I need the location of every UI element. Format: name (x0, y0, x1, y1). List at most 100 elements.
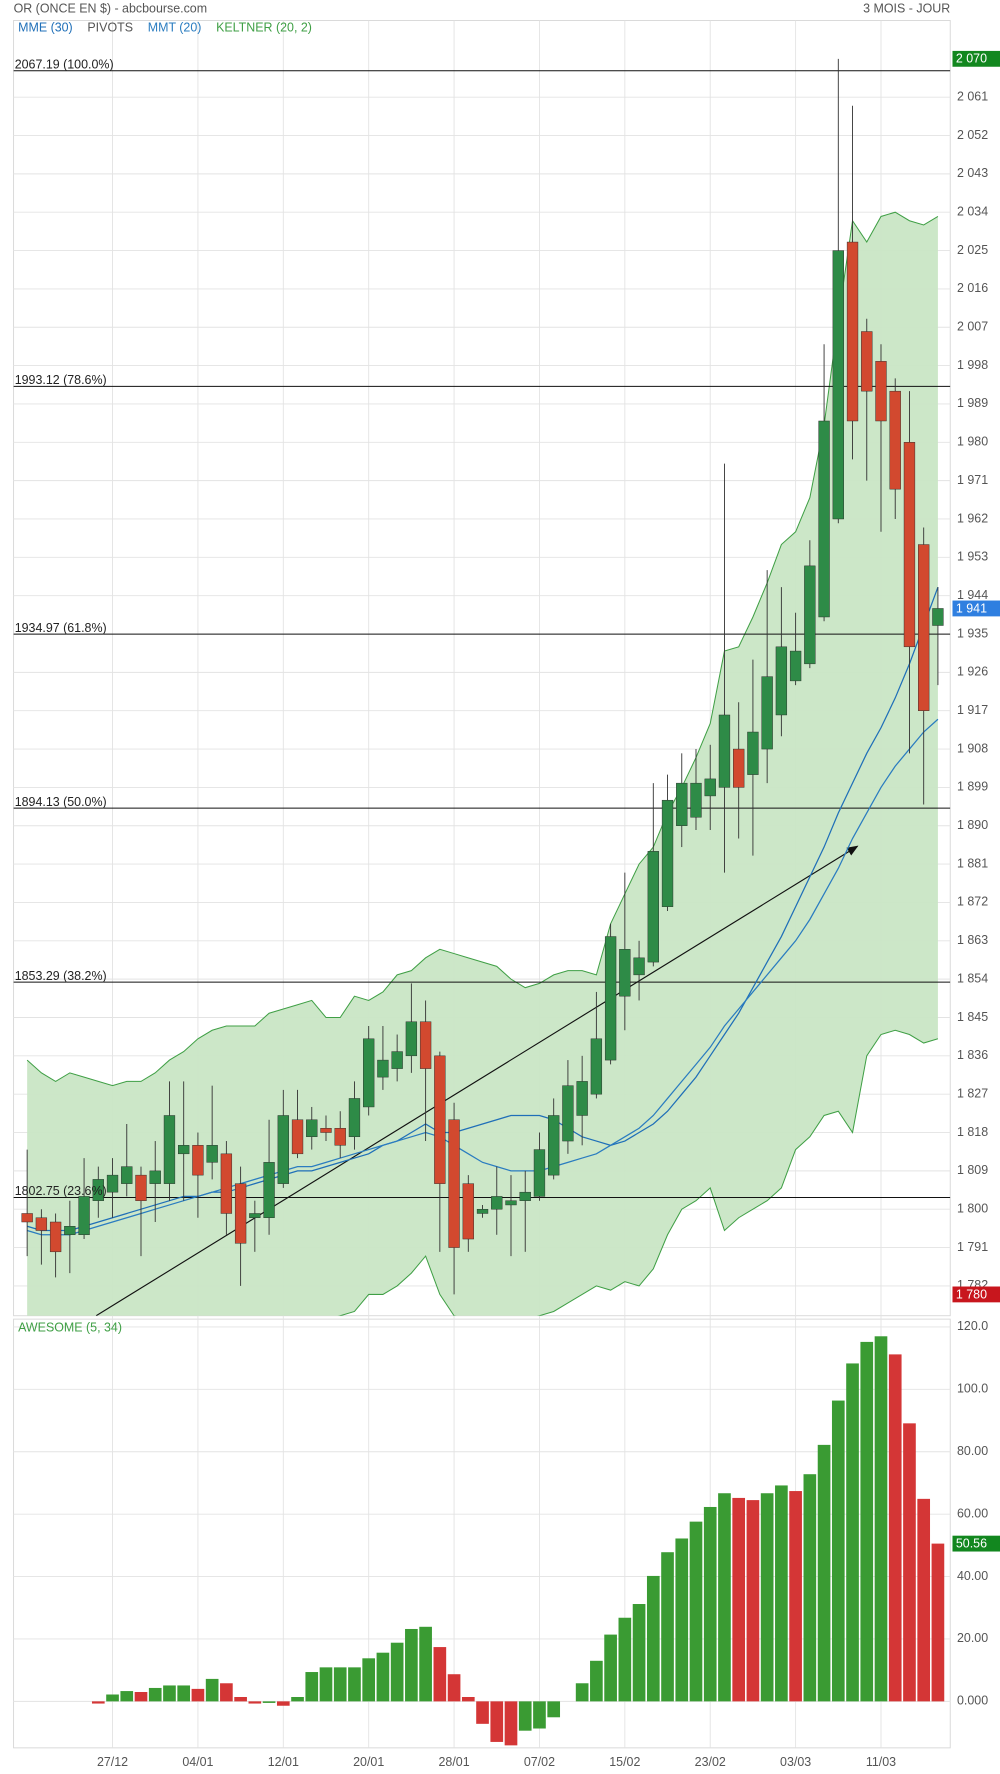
awesome-bar (390, 1642, 404, 1702)
y-tick-label: 1 962 (957, 511, 988, 525)
candle-body (192, 1145, 204, 1176)
y-tick-label: 1 908 (957, 741, 988, 755)
y-tick-label: 1 827 (957, 1086, 988, 1100)
candle-body (633, 957, 645, 976)
candle-body (64, 1226, 76, 1236)
awesome-bar (177, 1685, 191, 1702)
price-tag (952, 600, 1000, 617)
y-tick-label: 1 845 (957, 1010, 988, 1024)
awesome-bar (874, 1336, 888, 1702)
candle-body (249, 1213, 261, 1218)
candle-body (348, 1098, 361, 1138)
candle-body (320, 1128, 332, 1133)
x-tick-label: 28/01 (439, 1755, 470, 1769)
candle-body (220, 1153, 233, 1214)
y-tick-label: 1 944 (957, 588, 988, 602)
candle-body (491, 1196, 503, 1210)
awesome-bar (732, 1497, 746, 1702)
main-plot (13, 58, 951, 1316)
candle-body (405, 1021, 418, 1057)
candle-body (21, 1213, 33, 1223)
awesome-bar (718, 1493, 731, 1702)
awesome-bar (547, 1701, 561, 1718)
y-tick-label: 1 872 (957, 895, 988, 909)
candle-body (334, 1128, 346, 1146)
awesome-bar (433, 1647, 447, 1702)
candle-body (419, 1021, 432, 1069)
awesome-bar (333, 1667, 347, 1702)
y-tick-label: 1 863 (957, 933, 988, 947)
candle-body (92, 1179, 104, 1201)
candle-body (377, 1059, 389, 1078)
awesome-bar (262, 1701, 276, 1703)
candle-body (505, 1200, 517, 1206)
awesome-bar (518, 1701, 532, 1731)
awesome-bar (490, 1701, 504, 1742)
awesome-bar (205, 1678, 219, 1702)
awesome-bar (775, 1485, 788, 1702)
candle-body (35, 1217, 48, 1231)
candle-body (434, 1055, 446, 1184)
awesome-bar (590, 1660, 603, 1702)
price-tag-label: 2 070 (956, 52, 987, 66)
indicator-title: AWESOME (5, 34) (18, 1320, 122, 1334)
awesome-bar (903, 1423, 916, 1702)
x-tick-label: 07/02 (524, 1755, 555, 1769)
awesome-bar (504, 1701, 518, 1746)
candle-body (135, 1174, 147, 1201)
awesome-bar (348, 1667, 361, 1702)
awesome-bar (604, 1634, 617, 1702)
candle-body (747, 731, 759, 775)
candle-body (121, 1166, 133, 1184)
candle-body (647, 851, 659, 963)
trend-arrow (95, 845, 859, 1316)
x-tick-label: 20/01 (353, 1755, 384, 1769)
candle-body (234, 1183, 247, 1244)
y-tick-label: 1 836 (957, 1048, 988, 1062)
candle-body (818, 420, 830, 618)
y-tick-label: 0.000 (957, 1694, 988, 1708)
awesome-bar (533, 1701, 546, 1729)
level-label: 1802.75 (23.6%) (15, 1184, 107, 1198)
y-tick-label: 2 043 (957, 166, 988, 180)
legend-entry: PIVOTS (87, 21, 133, 35)
awesome-bar (931, 1543, 945, 1702)
awesome-bar (618, 1617, 632, 1702)
y-tick-label: 1 809 (957, 1163, 988, 1177)
x-tick-label: 03/03 (780, 1755, 811, 1769)
awesome-bar (789, 1491, 802, 1702)
candle-body (178, 1145, 190, 1155)
y-tick-label: 1 917 (957, 703, 988, 717)
price-tag (952, 1535, 1000, 1552)
awesome-plot (91, 1336, 945, 1746)
awesome-bar (888, 1354, 902, 1702)
awesome-bar (362, 1658, 376, 1702)
awesome-bar (447, 1674, 461, 1702)
awesome-bar (405, 1628, 418, 1702)
awesome-bar (234, 1696, 247, 1702)
level-label: 1934.97 (61.8%) (15, 621, 107, 635)
candle-body (604, 936, 617, 1061)
awesome-bar (860, 1341, 874, 1702)
y-tick-label: 2 034 (957, 204, 988, 218)
candle-body (78, 1196, 90, 1236)
awesome-bar (276, 1701, 290, 1706)
awesome-bar (191, 1688, 205, 1702)
awesome-bar (148, 1687, 162, 1702)
candle-body (804, 565, 816, 665)
awesome-bar (846, 1363, 859, 1702)
y-tick-label: 1 926 (957, 665, 988, 679)
candle-body (291, 1119, 304, 1155)
y-tick-label: 1 935 (957, 626, 988, 640)
x-tick-label: 04/01 (182, 1755, 213, 1769)
candle-body (519, 1191, 531, 1201)
level-label: 2067.19 (100.0%) (15, 57, 114, 71)
y-tick-label: 60.00 (957, 1506, 988, 1520)
x-tick-label: 11/03 (866, 1755, 896, 1769)
awesome-bar (746, 1500, 760, 1702)
price-tag (952, 50, 1000, 67)
y-tick-label: 1 953 (957, 550, 988, 564)
y-tick-label: 1 854 (957, 971, 988, 985)
awesome-bar (291, 1696, 304, 1702)
y-tick-label: 120.0 (957, 1319, 988, 1333)
